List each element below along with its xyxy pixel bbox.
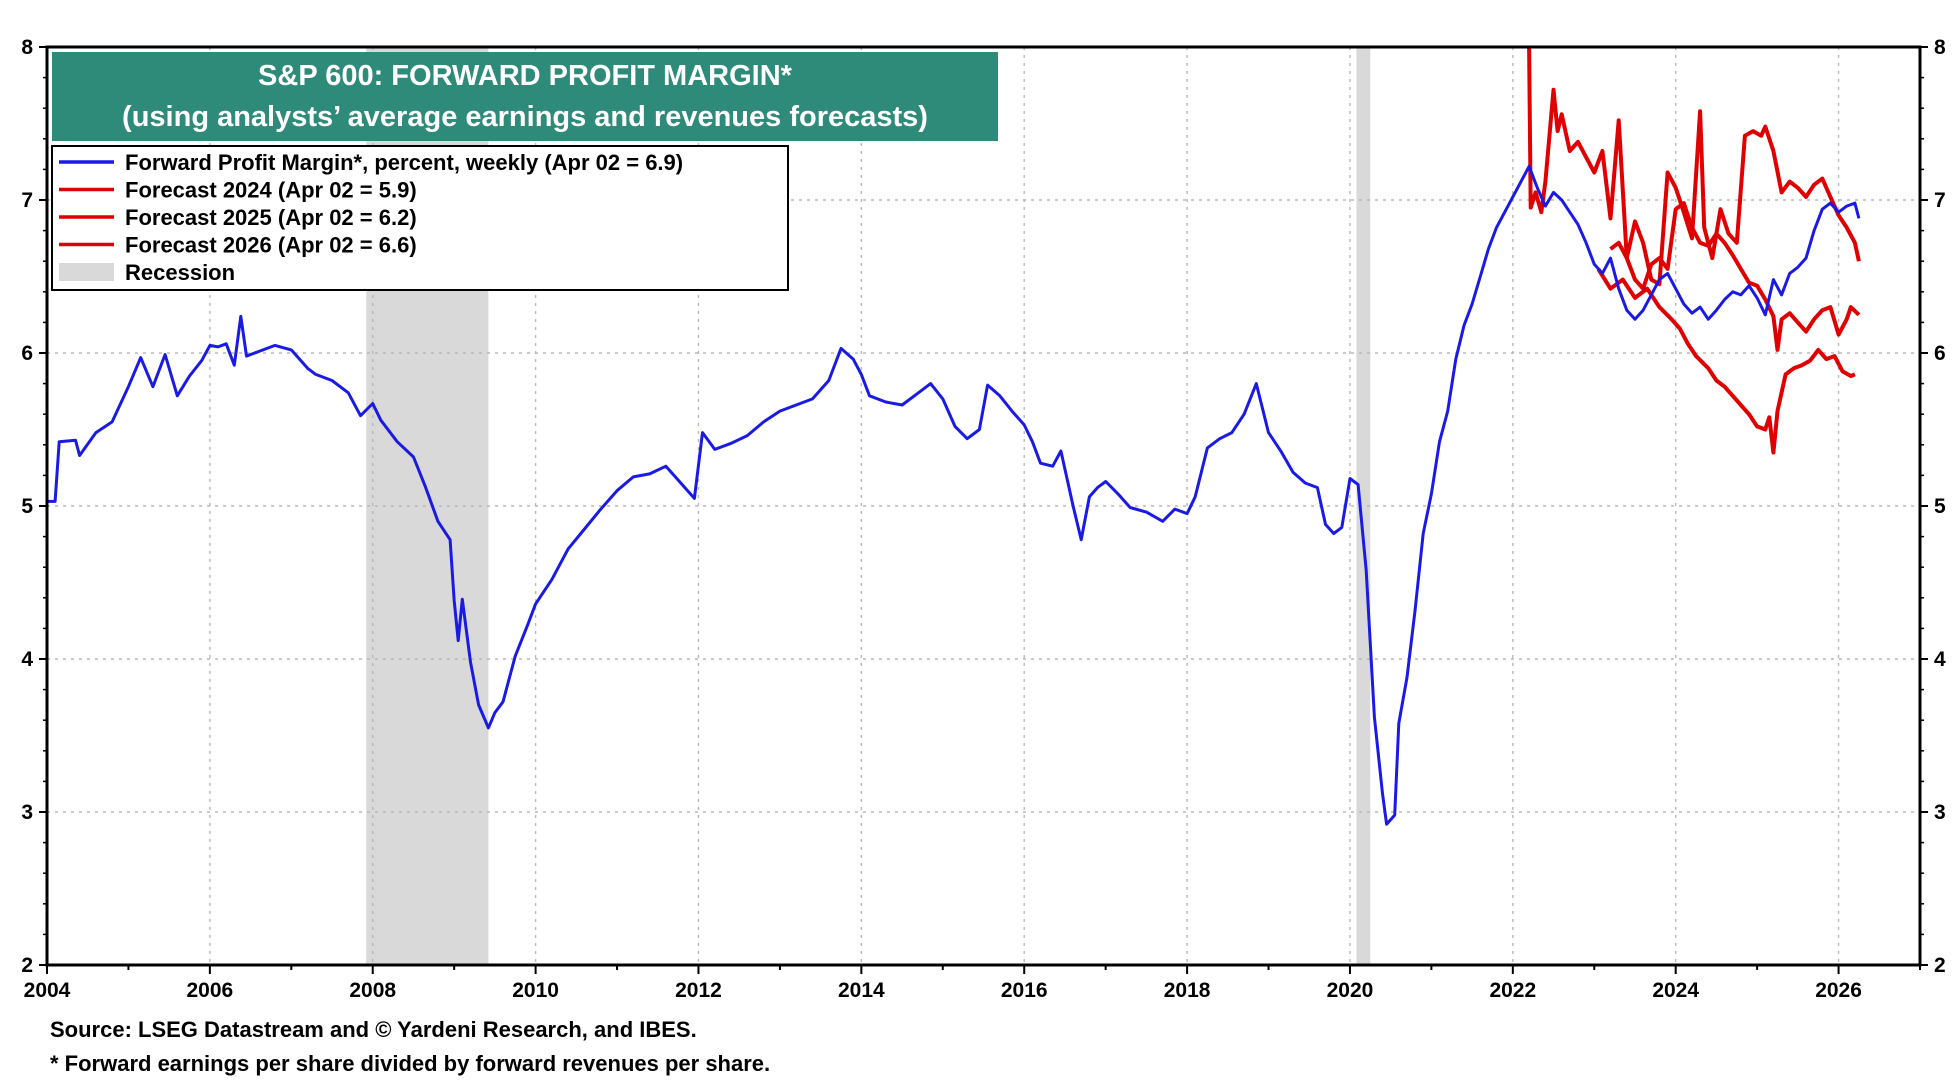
x-tick-label-2020: 2020 [1327,979,1374,1002]
x-tick-label-2012: 2012 [675,979,722,1002]
chart-title: S&P 600: FORWARD PROFIT MARGIN* [258,60,793,92]
x-tick-label-2004: 2004 [24,979,71,1002]
y-tick-label-right-5: 5 [1934,495,1946,518]
y-tick-label-right-4: 4 [1934,648,1946,671]
y-tick-label-right-7: 7 [1934,189,1946,212]
series-line-1 [1596,267,1856,455]
x-tick-label-2008: 2008 [349,979,396,1002]
chart-subtitle: (using analysts’ average earnings and re… [122,101,928,133]
y-tick-label-left-4: 4 [21,648,33,671]
series-line-2 [1609,201,1861,352]
y-tick-label-right-3: 3 [1934,801,1946,824]
legend-label-4: Recession [125,260,235,285]
x-tick-label-2024: 2024 [1652,979,1699,1002]
recession-band-1 [1356,47,1371,965]
y-tick-label-right-8: 8 [1934,36,1946,59]
legend-items: Forward Profit Margin*, percent, weekly … [59,150,683,285]
x-tick-label-2018: 2018 [1164,979,1211,1002]
title-background [52,52,998,141]
x-tick-label-2014: 2014 [838,979,885,1002]
definition-note: * Forward earnings per share divided by … [50,1051,770,1076]
legend-label-1: Forecast 2024 (Apr 02 = 5.9) [125,178,417,203]
legend-box [51,145,789,291]
y-tick-label-left-8: 8 [21,36,33,59]
y-tick-label-left-7: 7 [21,189,33,212]
data-series [47,46,1861,826]
y-tick-label-right-6: 6 [1934,342,1946,365]
legend-label-3: Forecast 2026 (Apr 02 = 6.6) [125,233,417,258]
series-line-0 [47,164,1861,826]
x-tick-label-2026: 2026 [1815,979,1862,1002]
axes: 2 2 3 3 4 4 5 5 6 6 7 7 8 8 2004 2006 2008 2010 2012 2014 20… [21,36,1946,1002]
x-tick-label-2010: 2010 [512,979,559,1002]
x-tick-label-2022: 2022 [1489,979,1536,1002]
title-box: S&P 600: FORWARD PROFIT MARGIN* (using a… [52,52,998,141]
x-tick-label-2006: 2006 [187,979,234,1002]
y-tick-label-left-2: 2 [21,954,33,977]
legend-label-2: Forecast 2025 (Apr 02 = 6.2) [125,205,417,230]
legend: Forward Profit Margin*, percent, weekly … [51,145,789,291]
series-line-3 [1527,46,1861,287]
y-tick-label-left-6: 6 [21,342,33,365]
y-tick-label-left-3: 3 [21,801,33,824]
legend-label-0: Forward Profit Margin*, percent, weekly … [125,150,683,175]
y-tick-label-right-2: 2 [1934,954,1946,977]
source-note: Source: LSEG Datastream and © Yardeni Re… [50,1017,697,1042]
y-tick-label-left-5: 5 [21,495,33,518]
x-tick-label-2016: 2016 [1001,979,1048,1002]
legend-swatch-recession [59,263,114,281]
